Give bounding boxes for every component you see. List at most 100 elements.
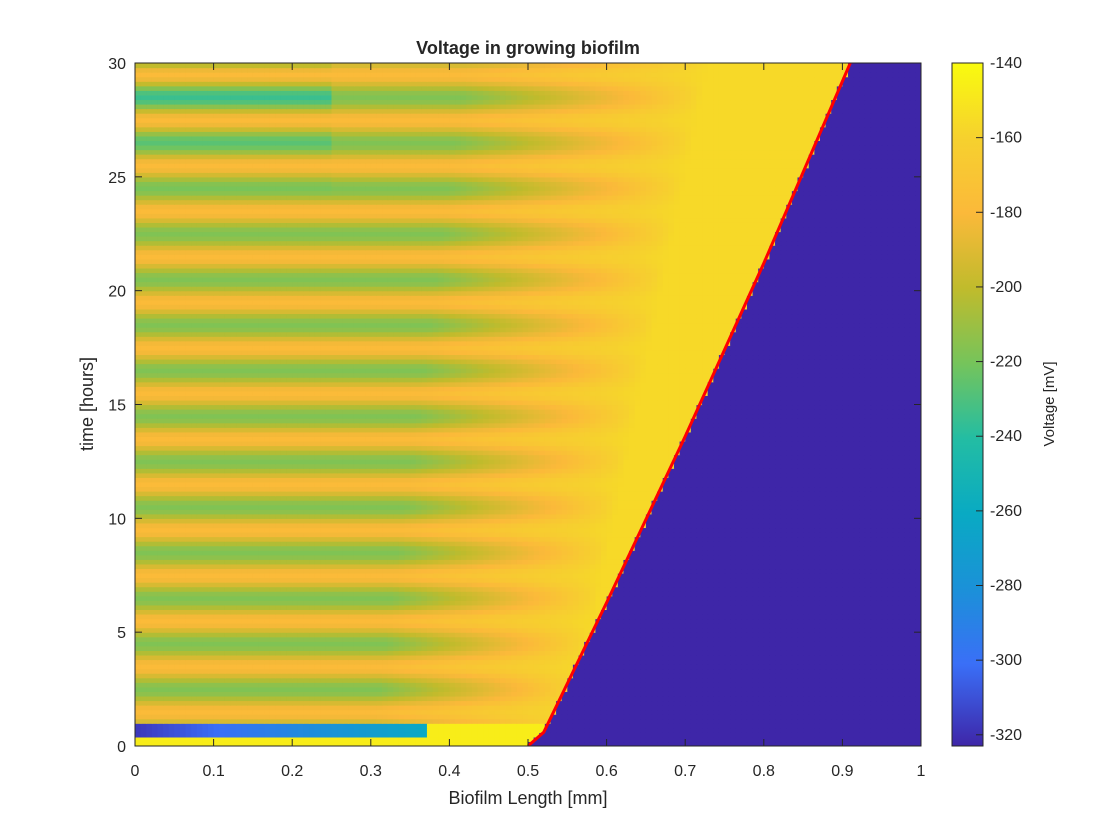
heatmap-cell	[517, 728, 523, 733]
heatmap-cell	[725, 614, 731, 619]
heatmap-cell	[786, 623, 792, 628]
heatmap-cell	[225, 705, 231, 710]
heatmap-cell	[747, 641, 753, 646]
heatmap-cell	[865, 619, 871, 624]
heatmap-cell	[646, 619, 652, 624]
heatmap-cell	[674, 691, 680, 696]
heatmap-cell	[416, 723, 422, 728]
heatmap-cell	[876, 600, 882, 605]
heatmap-cell	[360, 700, 366, 705]
heatmap-cell	[668, 669, 674, 674]
heatmap-cell	[337, 600, 343, 605]
heatmap-cell	[275, 682, 281, 687]
heatmap-cell	[292, 664, 298, 669]
heatmap-cell	[590, 596, 596, 601]
heatmap-cell	[303, 678, 309, 683]
heatmap-cell	[477, 628, 483, 633]
heatmap-cell	[275, 605, 281, 610]
heatmap-cell	[522, 614, 528, 619]
heatmap-cell	[702, 714, 708, 719]
heatmap-cell	[449, 600, 455, 605]
heatmap-cell	[831, 737, 837, 742]
heatmap-cell	[663, 637, 669, 642]
heatmap-cell	[797, 691, 803, 696]
heatmap-cell	[854, 700, 860, 705]
heatmap-cell	[747, 687, 753, 692]
heatmap-cell	[713, 659, 719, 664]
heatmap-cell	[618, 655, 624, 660]
heatmap-cell	[146, 596, 152, 601]
heatmap-cell	[354, 691, 360, 696]
heatmap-cell	[230, 687, 236, 692]
heatmap-cell	[629, 632, 635, 637]
heatmap-cell	[758, 732, 764, 737]
heatmap-cell	[786, 723, 792, 728]
heatmap-cell	[157, 669, 163, 674]
heatmap-cell	[438, 614, 444, 619]
heatmap-cell	[865, 650, 871, 655]
heatmap-cell	[242, 605, 248, 610]
heatmap-cell	[708, 619, 714, 624]
heatmap-cell	[163, 659, 169, 664]
heatmap-cell	[865, 637, 871, 642]
heatmap-cell	[169, 669, 175, 674]
heatmap-cell	[141, 682, 147, 687]
heatmap-cell	[786, 664, 792, 669]
heatmap-cell	[410, 623, 416, 628]
heatmap-cell	[663, 591, 669, 596]
heatmap-cell	[315, 714, 321, 719]
heatmap-cell	[466, 728, 472, 733]
heatmap-cell	[500, 600, 506, 605]
heatmap-cell	[831, 646, 837, 651]
heatmap-cell	[270, 678, 276, 683]
heatmap-cell	[865, 596, 871, 601]
heatmap-cell	[601, 723, 607, 728]
heatmap-cell	[466, 678, 472, 683]
heatmap-cell	[214, 659, 220, 664]
heatmap-cell	[270, 664, 276, 669]
heatmap-cell	[522, 596, 528, 601]
heatmap-cell	[152, 650, 158, 655]
heatmap-cell	[769, 732, 775, 737]
heatmap-cell	[640, 696, 646, 701]
heatmap-cell	[225, 664, 231, 669]
heatmap-cell	[157, 687, 163, 692]
heatmap-cell	[696, 605, 702, 610]
heatmap-cell	[517, 664, 523, 669]
heatmap-cell	[163, 596, 169, 601]
heatmap-cell	[236, 723, 242, 728]
heatmap-cell	[910, 669, 916, 674]
heatmap-cell	[753, 673, 759, 678]
heatmap-cell	[371, 682, 377, 687]
heatmap-cell	[466, 691, 472, 696]
heatmap-cell	[264, 669, 270, 674]
heatmap-cell	[640, 582, 646, 587]
heatmap-cell	[601, 623, 607, 628]
heatmap-cell	[584, 687, 590, 692]
heatmap-cell	[848, 632, 854, 637]
heatmap-cell	[831, 591, 837, 596]
heatmap-cell	[887, 691, 893, 696]
heatmap-cell	[292, 669, 298, 674]
heatmap-cell	[758, 700, 764, 705]
heatmap-cell	[281, 659, 287, 664]
heatmap-cell	[618, 737, 624, 742]
heatmap-cell	[489, 705, 495, 710]
heatmap-cell	[343, 682, 349, 687]
heatmap-cell	[135, 605, 141, 610]
heatmap-cell	[635, 628, 641, 633]
heatmap-cell	[522, 714, 528, 719]
heatmap-cell	[741, 628, 747, 633]
heatmap-cell	[197, 728, 203, 733]
heatmap-cell	[202, 632, 208, 637]
heatmap-cell	[753, 728, 759, 733]
heatmap-cell	[859, 732, 865, 737]
heatmap-cell	[141, 728, 147, 733]
heatmap-cell	[326, 582, 332, 587]
heatmap-cell	[449, 737, 455, 742]
heatmap-cell	[157, 609, 163, 614]
heatmap-cell	[899, 641, 905, 646]
heatmap-cell	[438, 605, 444, 610]
heatmap-cell	[713, 664, 719, 669]
heatmap-cell	[303, 700, 309, 705]
